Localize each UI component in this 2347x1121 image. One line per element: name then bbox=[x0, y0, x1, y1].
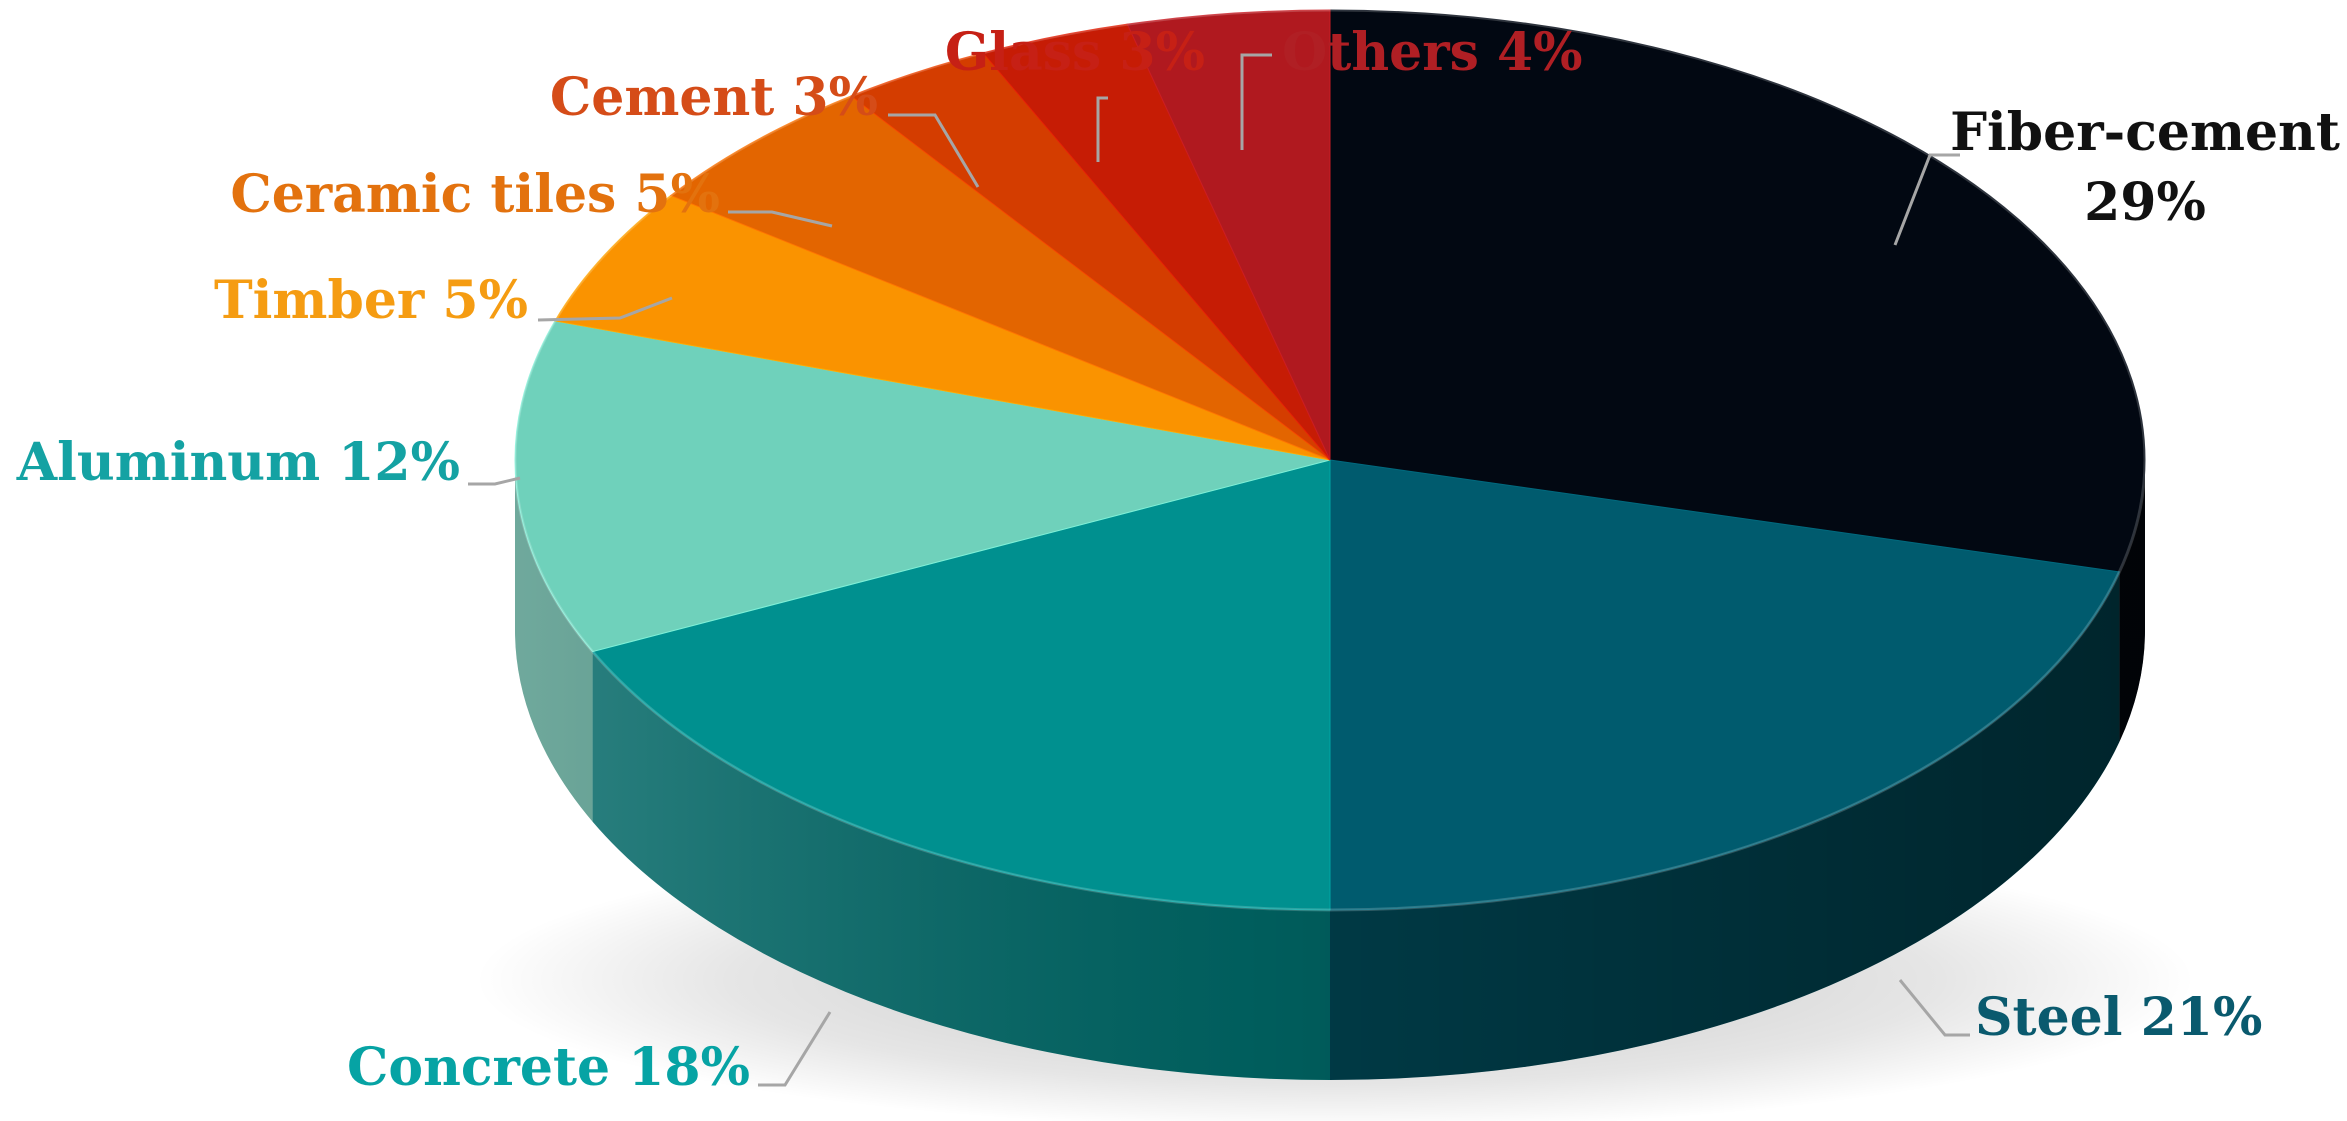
pie-slice-aluminum bbox=[514, 320, 1331, 653]
data-label-fiber-cement: Fiber-cement 29% bbox=[1950, 102, 2340, 233]
leader-line-ceramic-tiles bbox=[728, 210, 833, 228]
data-label-steel: Steel 21% bbox=[1975, 987, 2262, 1048]
data-label-concrete: Concrete 18% bbox=[347, 1037, 750, 1098]
leader-line-timber bbox=[537, 296, 673, 322]
pie-slice-ceramic-tiles bbox=[669, 95, 1331, 461]
data-label-others: Others 4% bbox=[1282, 22, 1583, 83]
pie-rim bbox=[513, 8, 2147, 912]
leader-line-fiber-cement bbox=[1893, 153, 1960, 246]
data-label-glass: Glass 3% bbox=[945, 22, 1205, 83]
data-label-value: 29% bbox=[2084, 172, 2206, 233]
leader-line-glass bbox=[1096, 96, 1108, 162]
data-label-timber: Timber 5% bbox=[214, 270, 528, 331]
leader-line-aluminum bbox=[468, 476, 521, 486]
leader-line-others bbox=[1240, 53, 1272, 150]
pie-slice-concrete bbox=[591, 459, 1331, 911]
data-label-aluminum: Aluminum 12% bbox=[16, 432, 460, 493]
data-label-cement: Cement 3% bbox=[550, 67, 878, 128]
leader-line-steel bbox=[1898, 979, 1970, 1037]
pie-side-gloss bbox=[515, 460, 2145, 1080]
leader-line-concrete bbox=[758, 1011, 832, 1087]
data-label-ceramic-tiles: Ceramic tiles 5% bbox=[230, 164, 720, 225]
pie-slice-fiber-cement bbox=[1329, 9, 2146, 573]
pie-slice-steel bbox=[1329, 459, 2121, 911]
data-label-name: Fiber-cement bbox=[1950, 102, 2340, 163]
pie-slice-others bbox=[1126, 9, 1331, 461]
pie-slice-timber bbox=[554, 194, 1331, 461]
leader-line-cement bbox=[888, 113, 980, 188]
